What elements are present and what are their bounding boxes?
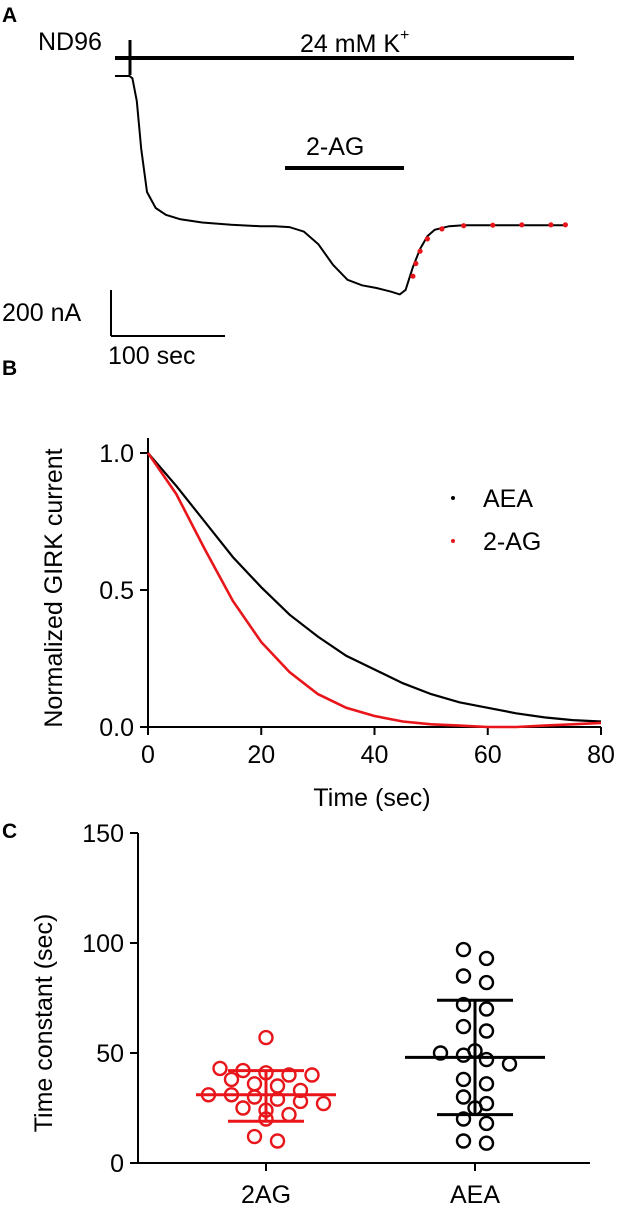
data-point	[478, 1076, 495, 1092]
data-point	[478, 1135, 495, 1151]
legend-label-2ag: 2-AG	[483, 528, 541, 556]
k-label: 24 mM K+	[300, 27, 409, 58]
axes-c: 0 50 100 150 2AG AEA	[82, 820, 590, 1209]
data-point	[212, 1060, 228, 1077]
data-point	[455, 1089, 472, 1105]
fit-point	[410, 273, 416, 279]
data-point	[223, 1071, 240, 1088]
panel-a: A ND96 24 mM K+ 2-AG 200 nA 100 sec	[2, 4, 574, 370]
drug-label-2ag: 2-AG	[306, 133, 364, 161]
data-point	[246, 1089, 263, 1105]
data-point	[304, 1067, 320, 1083]
data-point	[269, 1133, 286, 1149]
data-point	[315, 1095, 332, 1112]
x-tick-label-b: 20	[247, 741, 275, 769]
data-point	[455, 1071, 472, 1088]
category-label: AEA	[450, 1181, 500, 1209]
scatter-points	[196, 941, 545, 1151]
data-point	[292, 1082, 309, 1099]
data-point	[269, 1078, 286, 1094]
x-axis-title-b: Time (sec)	[313, 784, 430, 812]
data-point	[478, 950, 495, 967]
data-point	[478, 974, 495, 991]
y-tick-label-b: 1.0	[99, 440, 134, 468]
fit-point	[562, 222, 569, 228]
exponential-fit-dots	[410, 222, 569, 279]
fit-point	[417, 248, 423, 254]
panel-c-letter: C	[2, 820, 17, 843]
y-tick-label-c: 150	[82, 820, 124, 848]
data-point	[235, 1100, 251, 1116]
y-axis-title-c: Time constant (sec)	[30, 914, 58, 1133]
fit-point	[548, 222, 554, 228]
panel-a-letter: A	[2, 4, 17, 27]
y-tick-label-c: 50	[96, 1040, 124, 1068]
legend-label-aea: AEA	[483, 485, 533, 513]
fit-point	[519, 222, 525, 228]
data-point	[455, 1133, 472, 1149]
k-label-main: 24 mM K	[300, 30, 400, 58]
data-point	[478, 1115, 495, 1132]
fit-point	[461, 223, 467, 229]
data-point	[455, 968, 472, 984]
data-point	[432, 1045, 449, 1061]
y-axis-title-b: Normalized GIRK current	[40, 448, 68, 727]
series-2ag-line	[146, 452, 602, 729]
x-tick-label-b: 40	[361, 741, 389, 769]
panel-c: C Time constant (sec) 0 50 100 150 2AG AEA	[2, 820, 590, 1209]
data-point	[246, 1076, 263, 1092]
scale-current-label: 200 nA	[2, 299, 82, 327]
data-point	[501, 1056, 518, 1072]
x-tick-label-b: 0	[141, 741, 155, 769]
x-tick-label-b: 60	[474, 741, 502, 769]
x-tick-label-b: 80	[587, 741, 615, 769]
axes-b: 0.0 0.5 1.0 0 20 40 60 80	[99, 438, 615, 769]
k-label-superscript: +	[400, 27, 409, 44]
fit-point	[439, 226, 445, 232]
y-tick-label-c: 100	[82, 930, 124, 958]
data-point	[478, 1095, 495, 1112]
data-point	[281, 1106, 297, 1123]
panel-b: B Normalized GIRK current 0.0 0.5 1.0 0 20 40…	[2, 357, 615, 812]
category-label: 2AG	[241, 1181, 291, 1209]
scale-time-label: 100 sec	[108, 342, 196, 370]
fit-point	[413, 260, 419, 267]
data-point	[478, 1001, 495, 1017]
data-point	[281, 1067, 297, 1083]
data-point	[258, 1029, 274, 1046]
data-point	[478, 1051, 495, 1068]
y-tick-label-b: 0.0	[99, 714, 134, 742]
y-tick-label-c: 0	[110, 1150, 124, 1178]
fit-point	[424, 236, 430, 242]
data-point	[455, 941, 472, 958]
legend-marker-2ag	[451, 539, 455, 543]
series-aea-line	[147, 452, 602, 723]
y-tick-label-b: 0.5	[99, 577, 134, 605]
data-point	[455, 1111, 472, 1127]
data-point	[455, 1018, 472, 1035]
data-point	[478, 1023, 495, 1039]
legend-marker-aea	[451, 496, 455, 500]
data-point	[455, 996, 472, 1013]
current-trace	[115, 75, 566, 296]
data-point	[246, 1128, 263, 1145]
panel-b-letter: B	[2, 357, 17, 380]
nd96-label: ND96	[38, 28, 102, 56]
fit-point	[490, 222, 496, 228]
